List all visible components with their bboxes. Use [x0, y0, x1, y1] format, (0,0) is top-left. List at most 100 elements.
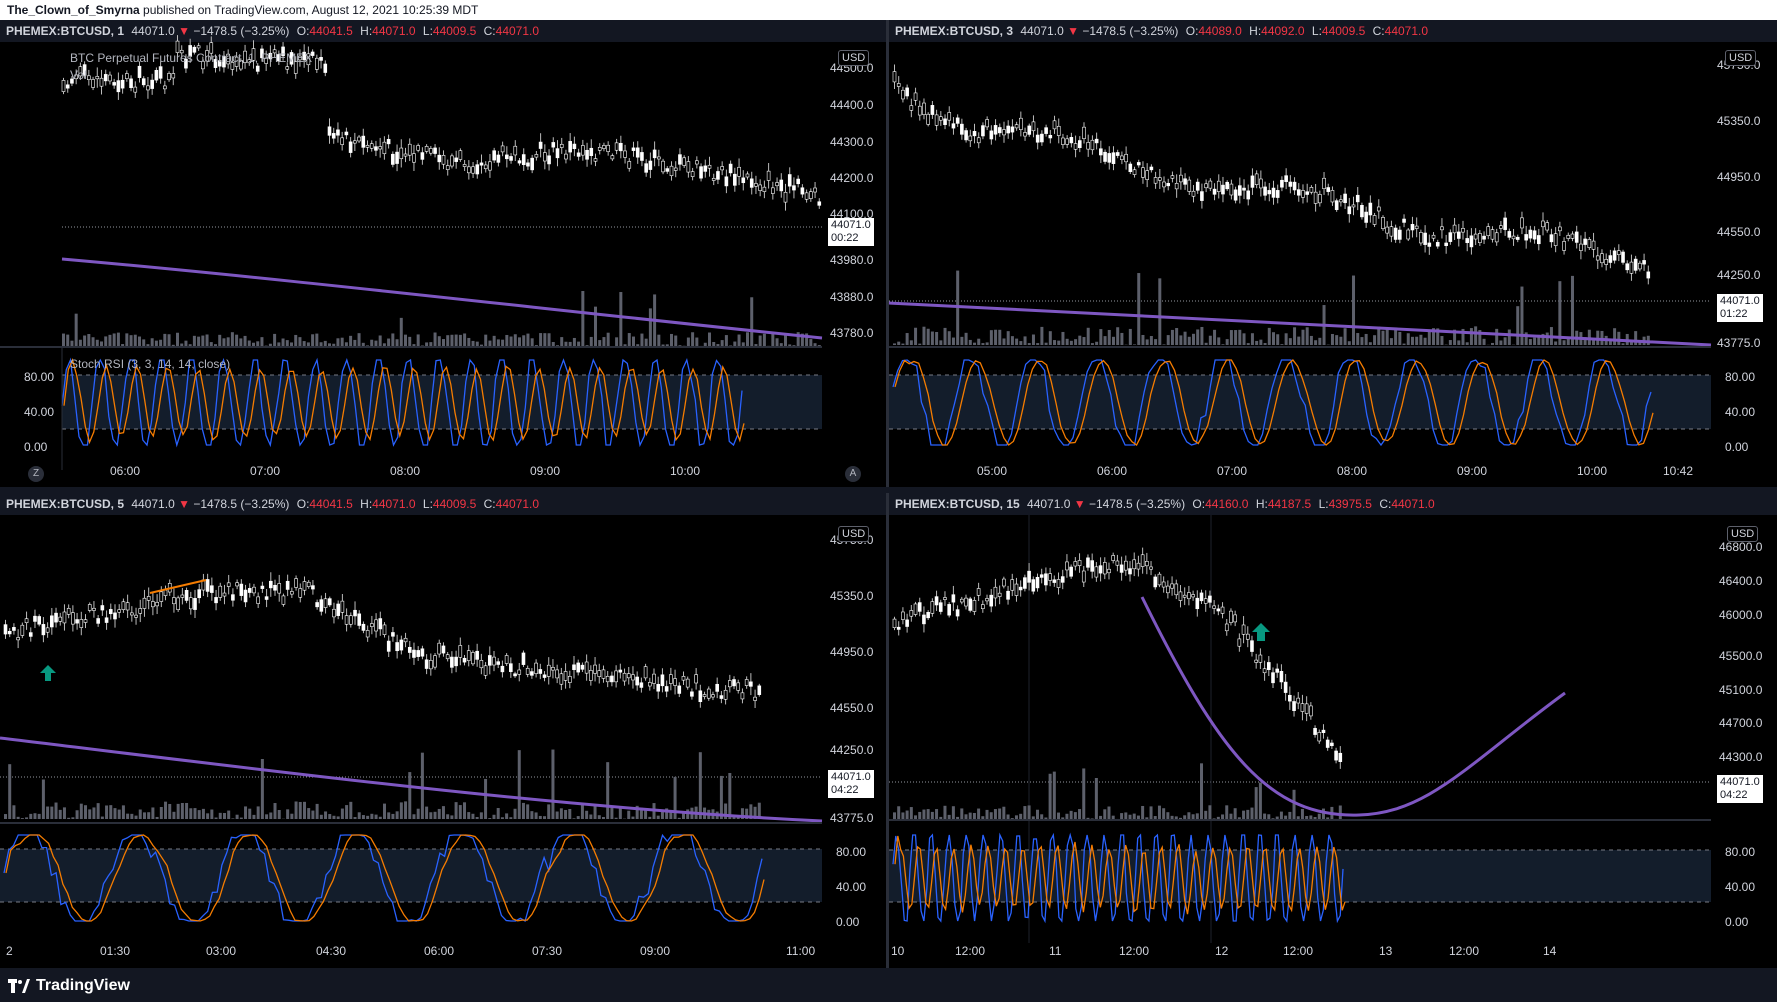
candle-body [997, 592, 1002, 597]
time-axis-labels[interactable]: 10 12:00 11 12:00 12 12:00 13 12:00 14 [891, 944, 1557, 958]
volume-bar [762, 333, 766, 346]
volume-bar [260, 337, 264, 346]
author-name[interactable]: The_Clown_of_Smyrna [7, 3, 140, 17]
candle-body [1098, 565, 1103, 574]
y-tick: 45350.0 [830, 589, 874, 603]
auto-scale-button[interactable]: A [845, 466, 861, 482]
candle-body [1245, 633, 1250, 640]
volume-bar [1141, 334, 1145, 345]
volume-bar [171, 344, 175, 346]
legend-title[interactable]: BTC Perpetual Futures Contract, 1, PHEME… [70, 51, 313, 65]
candle-body [496, 154, 501, 163]
tradingview-logo[interactable]: TradingView [8, 977, 130, 995]
candle-body [1237, 638, 1242, 647]
volume-bar [88, 809, 92, 819]
chart-panel-3m[interactable]: PHEMEX:BTCUSD, 3 44071.0 ▼ −1478.5 (−3.2… [889, 20, 1777, 487]
candle-body [327, 598, 332, 606]
candle-body [412, 153, 416, 163]
volume-bar [1288, 811, 1292, 819]
candle-body [1318, 194, 1322, 204]
volume-bar [749, 804, 753, 819]
price-axis-labels[interactable]: 44500.0 44400.0 44300.0 44200.0 44100.0 … [830, 61, 874, 340]
volume-bar [353, 817, 357, 819]
currency-button[interactable]: USD [1725, 50, 1757, 66]
volume-bar [1069, 810, 1073, 819]
price-tag-value: 44071.0 [831, 771, 871, 783]
candle-body [643, 666, 648, 679]
y-tick: 44950.0 [830, 645, 874, 659]
price-axis-labels[interactable]: 46800.0 46400.0 46000.0 45500.0 45100.0 … [1719, 540, 1763, 764]
volume-bar [1221, 344, 1225, 345]
candle-body [1600, 253, 1604, 264]
rsi-legend[interactable]: Stoch RSI (3, 3, 14, 14, close) [70, 357, 231, 371]
chart-panel-15m[interactable]: PHEMEX:BTCUSD, 15 44071.0 ▼ −1478.5 (−3.… [889, 493, 1777, 966]
volume-bar [660, 810, 664, 819]
candle-body [652, 673, 656, 684]
symbol-label[interactable]: PHEMEX:BTCUSD, 1 [6, 24, 125, 38]
currency-button[interactable]: USD [838, 526, 870, 542]
open-value: 44160.0 [1205, 497, 1249, 511]
candle-body [323, 598, 328, 608]
legend-volume[interactable]: Vol [70, 68, 87, 82]
volume-bar [1153, 816, 1157, 819]
candle-body [1313, 191, 1318, 204]
volume-bar [1558, 281, 1562, 345]
volume-bar [922, 809, 926, 819]
candle-body [1326, 187, 1331, 192]
chart-canvas[interactable]: 46800.0 46400.0 46000.0 45500.0 45100.0 … [889, 493, 1777, 966]
volume-bar [1103, 809, 1107, 819]
time-axis-labels[interactable]: 2 01:30 03:00 04:30 06:00 07:30 09:00 11… [6, 944, 815, 958]
x-tick: 12:00 [1119, 944, 1149, 958]
candle-body [972, 131, 977, 137]
candle-body [1301, 190, 1305, 198]
candle-body [1166, 183, 1171, 187]
currency-button[interactable]: USD [1727, 526, 1759, 542]
candle-body [1238, 185, 1242, 196]
volume-bar [1158, 278, 1162, 345]
symbol-label[interactable]: PHEMEX:BTCUSD, 3 [895, 24, 1014, 38]
candle-body [1124, 560, 1128, 571]
time-axis-labels[interactable]: 06:00 07:00 08:00 09:00 10:00 [110, 464, 700, 478]
candle-body [264, 596, 269, 600]
volume-bar [433, 811, 437, 819]
volume-bar [1179, 335, 1183, 345]
candle-body [353, 609, 357, 617]
candle-body [272, 49, 277, 54]
volume-bar [180, 343, 184, 346]
candle-body [1229, 183, 1234, 196]
candle-body [96, 618, 100, 624]
volume-bar [458, 334, 462, 346]
horizontal-splitter[interactable] [0, 487, 1777, 493]
chart-panel-1m[interactable]: PHEMEX:BTCUSD, 1 44071.0 ▼ −1478.5 (−3.2… [0, 20, 886, 487]
time-axis-labels[interactable]: 05:00 06:00 07:00 08:00 09:00 10:00 10:4… [977, 464, 1693, 478]
chart-canvas[interactable]: 45750.0 45350.0 44950.0 44550.0 44250.0 … [889, 20, 1777, 487]
symbol-label[interactable]: PHEMEX:BTCUSD, 5 [6, 497, 125, 511]
candle-body [736, 682, 741, 691]
volume-bar [298, 801, 302, 819]
chart-canvas[interactable]: 44500.0 44400.0 44300.0 44200.0 44100.0 … [0, 20, 886, 487]
symbol-label[interactable]: PHEMEX:BTCUSD, 15 [895, 497, 1020, 511]
candle-body [1376, 206, 1381, 212]
candle-body [50, 615, 54, 628]
vertical-splitter[interactable] [886, 20, 889, 968]
volume-bar [543, 333, 547, 346]
up-arrow-icon[interactable] [1252, 623, 1270, 641]
chart-canvas[interactable]: 45750.0 45350.0 44950.0 44550.0 44250.0 … [0, 493, 886, 966]
candle-body [1044, 573, 1048, 586]
chart-panel-5m[interactable]: PHEMEX:BTCUSD, 5 44071.0 ▼ −1478.5 (−3.2… [0, 493, 886, 966]
candle-body [412, 649, 416, 658]
candle-body [196, 45, 201, 49]
up-arrow-icon[interactable] [40, 665, 56, 681]
candle-body [1162, 181, 1166, 188]
currency-button[interactable]: USD [838, 50, 870, 66]
volume-bar [387, 338, 391, 346]
volume-bar [505, 813, 509, 819]
volume-bar [1019, 341, 1023, 345]
zoom-button[interactable]: Z [28, 466, 44, 482]
candle-body [622, 672, 627, 682]
candle-body [433, 655, 437, 668]
volume-bar [597, 815, 601, 819]
x-tick: 04:30 [316, 944, 346, 958]
candle-body [1524, 234, 1528, 241]
stoch-k-line [892, 359, 1652, 447]
